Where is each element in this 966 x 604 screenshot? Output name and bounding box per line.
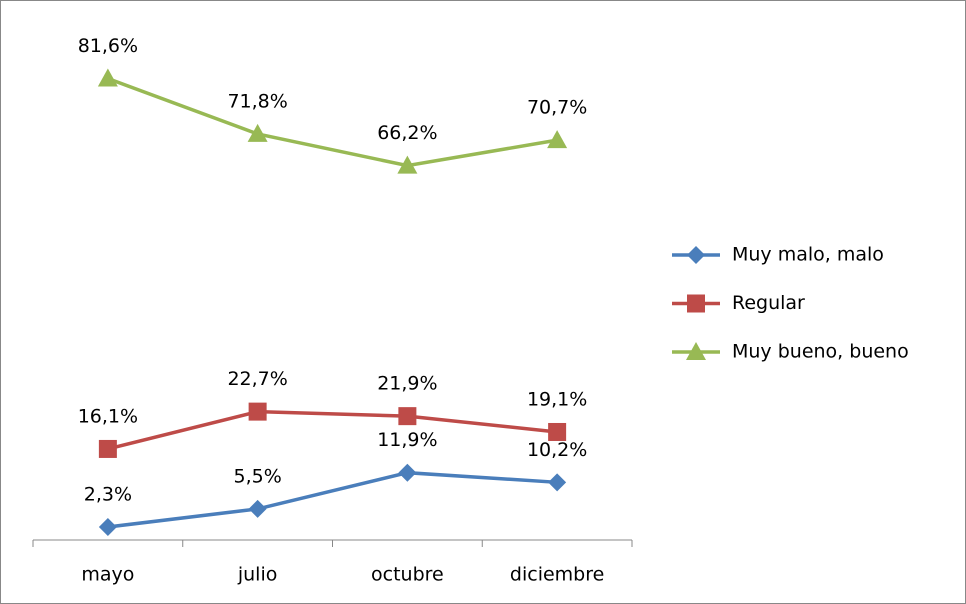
data-label: 16,1% — [78, 405, 138, 427]
x-tick-label: mayo — [81, 564, 134, 586]
data-label: 81,6% — [78, 35, 138, 57]
data-point — [98, 517, 117, 536]
x-tick-label: julio — [237, 564, 278, 586]
legend-label: Regular — [732, 292, 805, 314]
data-label: 70,7% — [527, 97, 587, 119]
series-line — [107, 470, 558, 529]
data-label: 5,5% — [233, 465, 281, 487]
data-label: 2,3% — [84, 483, 132, 505]
x-tick-label: diciembre — [510, 564, 604, 586]
legend-marker — [687, 246, 705, 264]
legend-marker — [687, 294, 705, 313]
data-point — [547, 130, 568, 149]
data-point — [548, 473, 567, 492]
x-tick-label: octubre — [371, 564, 444, 586]
series-line — [107, 76, 558, 168]
data-point — [548, 422, 567, 441]
data-label: 66,2% — [377, 122, 437, 144]
data-point — [248, 499, 267, 518]
data-point — [397, 155, 418, 174]
legend-label: Muy malo, malo — [732, 244, 884, 266]
data-point — [247, 123, 268, 142]
series-line — [107, 409, 558, 451]
data-point — [98, 439, 117, 458]
data-point — [248, 402, 267, 421]
data-label: 21,9% — [377, 373, 437, 395]
data-label: 19,1% — [527, 388, 587, 410]
data-point — [398, 463, 417, 482]
data-label: 11,9% — [377, 429, 437, 451]
legend-marker — [686, 342, 706, 360]
data-label: 22,7% — [227, 368, 287, 390]
legend-label: Muy bueno, bueno — [732, 341, 909, 363]
data-point — [97, 68, 118, 87]
data-label: 71,8% — [227, 90, 287, 112]
data-label: 10,2% — [527, 439, 587, 461]
data-point — [398, 407, 417, 426]
